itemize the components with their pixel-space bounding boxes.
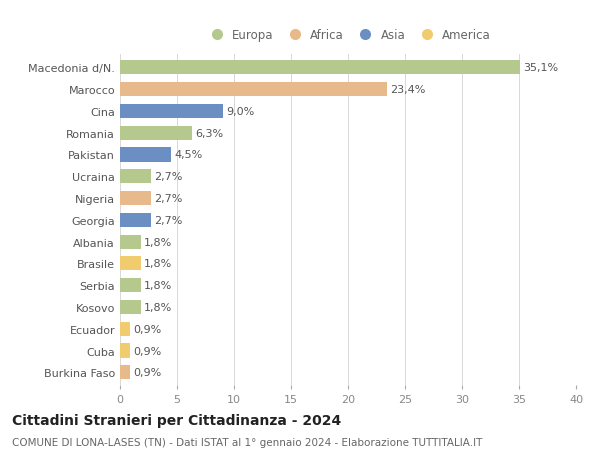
Text: 2,7%: 2,7%	[154, 215, 182, 225]
Text: 2,7%: 2,7%	[154, 194, 182, 204]
Bar	[120, 279, 140, 293]
Bar	[120, 213, 151, 227]
Text: 9,0%: 9,0%	[226, 106, 254, 117]
Text: 1,8%: 1,8%	[144, 280, 172, 291]
Bar	[120, 235, 140, 249]
Text: 4,5%: 4,5%	[175, 150, 203, 160]
Bar	[120, 257, 140, 271]
Bar	[120, 126, 192, 140]
Text: 23,4%: 23,4%	[390, 85, 425, 95]
Text: 2,7%: 2,7%	[154, 172, 182, 182]
Bar	[120, 148, 172, 162]
Bar	[120, 191, 151, 206]
Bar	[120, 344, 130, 358]
Text: 0,9%: 0,9%	[134, 346, 162, 356]
Bar	[120, 365, 130, 380]
Text: 35,1%: 35,1%	[524, 63, 559, 73]
Legend: Europa, Africa, Asia, America: Europa, Africa, Asia, America	[200, 25, 496, 47]
Bar	[120, 300, 140, 314]
Text: 6,3%: 6,3%	[195, 129, 223, 138]
Bar	[120, 322, 130, 336]
Text: 0,9%: 0,9%	[134, 368, 162, 377]
Bar	[120, 170, 151, 184]
Text: 1,8%: 1,8%	[144, 302, 172, 312]
Bar	[120, 105, 223, 119]
Bar	[120, 83, 387, 97]
Text: 1,8%: 1,8%	[144, 259, 172, 269]
Bar	[120, 61, 520, 75]
Text: 1,8%: 1,8%	[144, 237, 172, 247]
Text: 0,9%: 0,9%	[134, 324, 162, 334]
Text: Cittadini Stranieri per Cittadinanza - 2024: Cittadini Stranieri per Cittadinanza - 2…	[12, 413, 341, 427]
Text: COMUNE DI LONA-LASES (TN) - Dati ISTAT al 1° gennaio 2024 - Elaborazione TUTTITA: COMUNE DI LONA-LASES (TN) - Dati ISTAT a…	[12, 437, 482, 448]
